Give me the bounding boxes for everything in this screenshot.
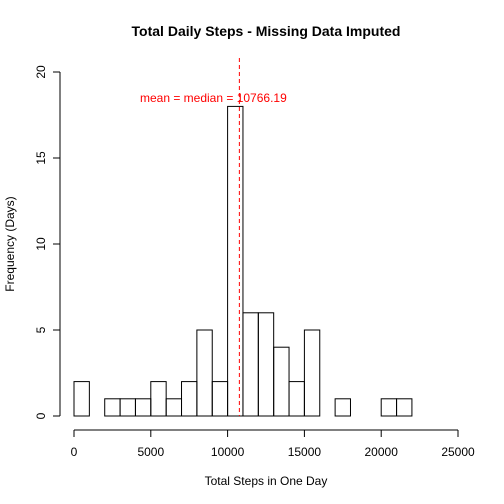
histogram-bar	[303, 329, 321, 417]
histogram-bars	[73, 105, 413, 417]
y-tick-label: 5	[34, 326, 48, 333]
y-tick-label: 20	[34, 65, 48, 79]
chart-title: Total Daily Steps - Missing Data Imputed	[132, 23, 401, 39]
x-axis: 0 5000 10000 15000 20000 25000	[71, 429, 475, 459]
histogram-bar	[181, 381, 198, 417]
x-tick-label: 15000	[288, 445, 322, 459]
histogram-bar	[104, 398, 121, 417]
histogram-bar	[242, 312, 259, 417]
mean-median-annotation: mean = median = 10766.19	[140, 91, 287, 105]
histogram-bar	[165, 398, 183, 417]
x-tick-label: 10000	[211, 445, 245, 459]
y-axis: 0 5 10 15 20	[34, 65, 61, 419]
histogram-bar	[150, 381, 167, 417]
x-tick-label: 0	[71, 445, 78, 459]
y-tick-label: 0	[34, 412, 48, 419]
histogram-bar	[396, 398, 413, 417]
y-axis-label: Frequency (Days)	[3, 196, 17, 291]
histogram-bar	[334, 398, 351, 417]
histogram-bar	[119, 398, 136, 417]
histogram-bar	[196, 329, 213, 417]
histogram-bar	[288, 381, 305, 417]
x-tick-label: 5000	[137, 445, 164, 459]
x-tick-label: 20000	[365, 445, 399, 459]
histogram-bar	[380, 398, 398, 417]
histogram-bar	[73, 381, 90, 417]
y-tick-label: 15	[34, 151, 48, 165]
y-tick-label: 10	[34, 237, 48, 251]
histogram-bar	[227, 105, 244, 417]
histogram-bar	[273, 346, 290, 417]
x-tick-label: 25000	[441, 445, 475, 459]
histogram-bar	[134, 398, 152, 417]
x-axis-label: Total Steps in One Day	[205, 474, 328, 488]
histogram-bar	[211, 381, 229, 417]
histogram-bar	[257, 312, 275, 417]
